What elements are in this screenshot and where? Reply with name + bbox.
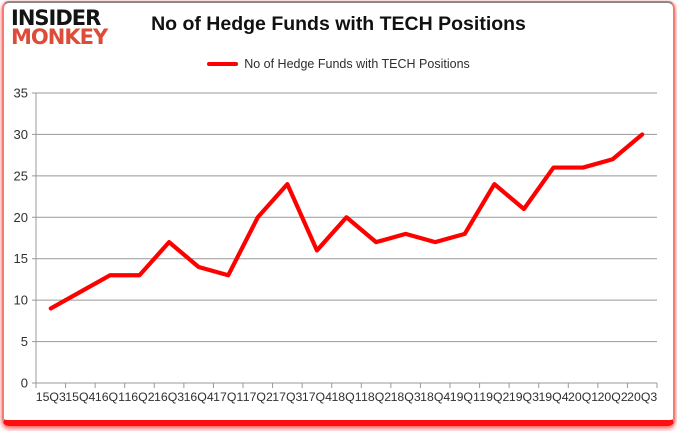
x-tick-label: 18Q4 xyxy=(420,390,450,404)
x-tick-label: 15Q3 xyxy=(36,390,66,404)
chart-title: No of Hedge Funds with TECH Positions xyxy=(151,13,526,35)
x-tick-label: 18Q3 xyxy=(391,390,421,404)
x-tick-label: 18Q1 xyxy=(331,390,361,404)
x-tick-label: 20Q1 xyxy=(568,390,598,404)
x-tick-label: 17Q1 xyxy=(213,390,243,404)
chart-legend: No of Hedge Funds with TECH Positions xyxy=(0,57,677,71)
legend-line-swatch xyxy=(207,62,239,66)
x-tick-label: 16Q4 xyxy=(184,390,214,404)
x-tick-label: 19Q1 xyxy=(450,390,480,404)
y-tick-label: 20 xyxy=(14,210,28,225)
x-tick-label: 17Q4 xyxy=(302,390,332,404)
y-tick-label: 15 xyxy=(14,251,28,266)
logo-text-monkey: MONKEY xyxy=(11,25,108,50)
x-tick-label: 19Q2 xyxy=(479,390,509,404)
y-tick-label: 10 xyxy=(14,293,28,308)
y-tick-label: 35 xyxy=(14,86,28,101)
x-tick-label: 17Q3 xyxy=(272,390,302,404)
legend-label: No of Hedge Funds with TECH Positions xyxy=(244,57,470,71)
x-tick-label: 19Q3 xyxy=(509,390,539,404)
y-tick-label: 30 xyxy=(14,127,28,142)
x-tick-label: 16Q3 xyxy=(154,390,184,404)
y-tick-label: 5 xyxy=(21,334,28,349)
x-tick-label: 19Q4 xyxy=(538,390,568,404)
x-tick-label: 17Q2 xyxy=(243,390,273,404)
hedge-funds-series-line xyxy=(48,132,645,311)
x-tick-label: 20Q3 xyxy=(627,390,657,404)
y-tick-label: 0 xyxy=(21,376,28,391)
x-tick-label: 15Q4 xyxy=(65,390,95,404)
x-tick-label: 16Q2 xyxy=(124,390,154,404)
x-tick-label: 16Q1 xyxy=(95,390,125,404)
logo-text-insider: INSIDER xyxy=(11,6,101,30)
x-tick-label: 18Q2 xyxy=(361,390,391,404)
x-tick-label: 20Q2 xyxy=(598,390,628,404)
insider-monkey-logo: INSIDER MONKEY xyxy=(11,6,108,50)
y-tick-label: 25 xyxy=(14,168,28,183)
